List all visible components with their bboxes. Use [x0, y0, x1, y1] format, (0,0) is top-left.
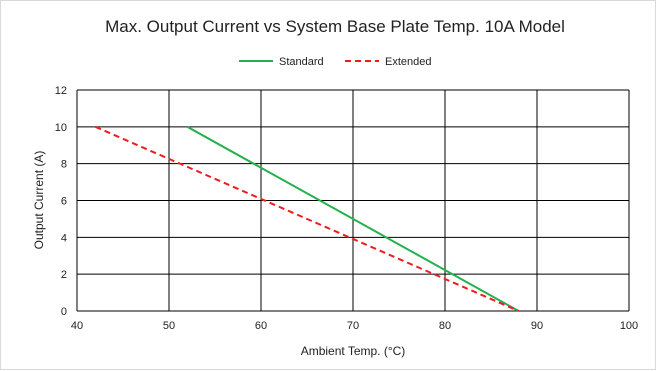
tick-labels: 40 50 60 70 80 90 100 0 2 4 6 8 10 12 — [55, 85, 638, 332]
x-tick-label: 50 — [163, 320, 175, 332]
y-tick-label: 4 — [61, 232, 67, 244]
legend-label-standard: Standard — [279, 56, 324, 68]
legend: Standard Extended — [239, 56, 431, 68]
y-tick-label: 6 — [61, 196, 67, 208]
series-line-extended — [95, 125, 519, 312]
x-tick-label: 60 — [255, 320, 267, 332]
x-tick-label: 40 — [71, 320, 83, 332]
x-tick-label: 90 — [531, 320, 543, 332]
x-tick-label: 70 — [347, 320, 359, 332]
legend-label-extended: Extended — [385, 56, 431, 68]
series-group — [95, 125, 520, 312]
chart-title: Max. Output Current vs System Base Plate… — [105, 17, 565, 36]
y-axis-label: Output Current (A) — [32, 151, 46, 250]
x-tick-label: 80 — [439, 320, 451, 332]
y-tick-label: 2 — [61, 269, 67, 281]
grid — [76, 89, 630, 312]
y-tick-label: 10 — [55, 122, 67, 134]
x-tick-label: 100 — [620, 320, 638, 332]
y-tick-label: 0 — [61, 306, 67, 318]
y-tick-label: 8 — [61, 159, 67, 171]
x-axis-label: Ambient Temp. (°C) — [301, 344, 406, 358]
series-line-standard — [186, 125, 520, 312]
y-tick-label: 12 — [55, 85, 67, 97]
